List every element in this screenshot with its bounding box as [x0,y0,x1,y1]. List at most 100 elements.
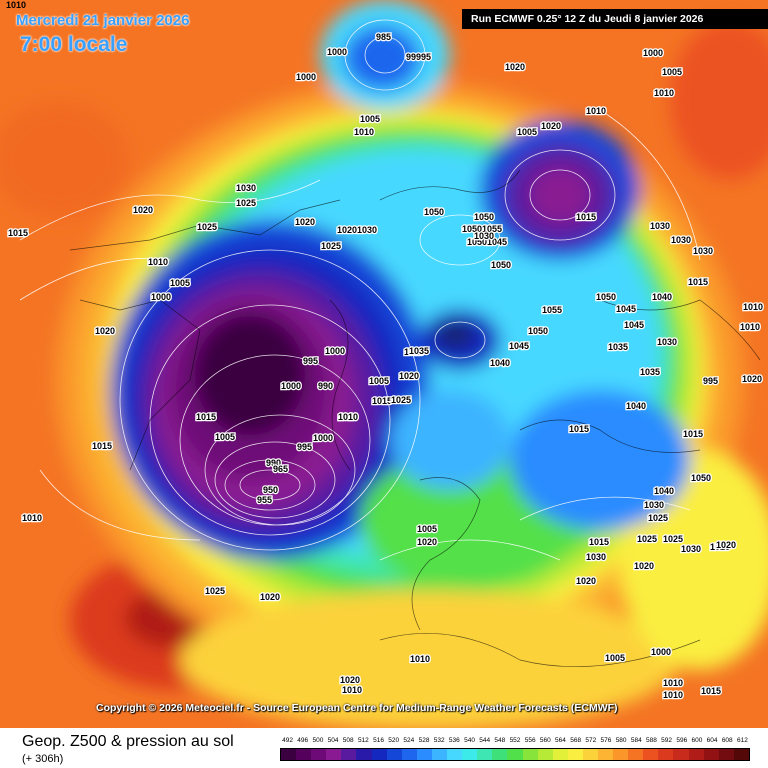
scale-swatch [492,749,508,760]
run-info: Run ECMWF 0.25° 12 Z du Jeudi 8 janvier … [462,9,768,29]
pressure-label: 1005 [170,278,190,288]
pressure-label: 1030 [693,246,713,256]
pressure-label: 1030 [657,337,677,347]
scale-tick-label: 496 [297,737,309,744]
pressure-label: 1030 [644,500,664,510]
isobars [19,19,701,561]
pressure-label: 1025 [197,222,217,232]
pressure-label: 1040 [490,358,510,368]
pressure-label: 1010 [22,513,42,523]
scale-tick-label: 548 [494,737,506,744]
pressure-label: 1020 [576,576,596,586]
pressure-label: 985 [376,32,391,42]
scale-tick-label: 596 [676,737,688,744]
pressure-label: 1005 [215,432,235,442]
pressure-label: 1015 [701,686,721,696]
pressure-label: 1045 [616,304,636,314]
pressure-label: 99995 [406,52,431,62]
scale-swatch [401,749,417,760]
pressure-label: 965 [273,464,288,474]
lead-time: (+ 306h) [22,753,64,765]
pressure-label: 1040 [652,292,672,302]
pressure-label: 1015 [683,429,703,439]
pressure-label: 1050 [474,212,494,222]
color-scale: 492 496 500 504 508 512 516 520 524 528 532 536 540 5… [280,737,750,766]
pressure-label: 1015 [688,277,708,287]
scale-ticks: 492 496 500 504 508 512 516 520 524 528 532 536 540 5… [280,737,750,748]
pressure-label: 1000 [296,72,316,82]
pressure-label: 1015 [8,228,28,238]
scale-tick-label: 568 [570,737,582,744]
pressure-label: 1020 [133,205,153,215]
scale-tick-label: 576 [600,737,612,744]
pressure-label: 995 [297,442,312,452]
pressure-label: 1025 [663,534,683,544]
scale-tick-label: 564 [555,737,566,744]
scale-tick-label: 612 [736,737,748,744]
scale-swatch [371,749,387,760]
scale-tick-label: 536 [448,737,460,744]
pressure-label: 1005 [517,127,537,137]
pressure-label: 1000 [325,346,345,356]
scale-tick-label: 560 [539,737,551,744]
scale-swatch [326,749,342,760]
corner-value: 1010 [6,0,27,10]
pressure-label: 955 [257,495,272,505]
scale-swatch [507,749,523,760]
scale-swatch [628,749,644,760]
pressure-label: 1000 [643,48,663,58]
scale-bar [280,748,750,761]
pressure-label: 1035 [608,342,628,352]
pressure-label: 1015 [576,212,596,222]
pressure-label: 10501055 [462,224,502,234]
pressure-label: 1045 [509,341,529,351]
pressure-label: 1010 [663,690,683,700]
scale-tick-label: 588 [646,737,657,744]
scale-swatch [447,749,463,760]
scale-tick-label: 516 [373,737,384,744]
pressure-label: 1010 [586,106,606,116]
pressure-label: 1010 [410,654,430,664]
pressure-label: 1020 [742,374,762,384]
scale-swatch [552,749,568,760]
footer: Geop. Z500 & pression au sol (+ 306h) 49… [0,728,768,768]
pressure-label: 1010 [663,678,683,688]
scale-tick-label: 528 [418,737,430,744]
pressure-label: 1030 [586,552,606,562]
pressure-label: 1055 [542,305,562,315]
scale-swatch [688,749,704,760]
pressure-label: 1010 [354,127,374,137]
pressure-label: 1045 [624,320,644,330]
pressure-label: 1050 [691,473,711,483]
pressure-label: 1010 [743,302,763,312]
pressure-label: 1025 [637,534,657,544]
scale-tick-label: 584 [630,737,642,744]
scale-swatch [582,749,598,760]
scale-swatch [356,749,372,760]
forecast-time: 7:00 locale [20,33,128,56]
scale-tick-label: 500 [312,737,324,744]
pressure-label: 1030 [650,221,670,231]
map-canvas: 1015 1000 985 99995 1000 1020 1000 1005 1010 1005… [0,0,768,728]
scale-tick-label: 524 [403,737,415,744]
pressure-label: 1020 [505,62,525,72]
pressure-label: 1020 [340,675,360,685]
pressure-label: 1025 [648,513,668,523]
scale-tick-label: 604 [706,737,718,744]
pressure-label: 1020 [295,217,315,227]
scale-tick-label: 572 [585,737,597,744]
scale-swatch [673,749,689,760]
scale-swatch [703,749,719,760]
scale-swatch [416,749,432,760]
pressure-label: 1005 [369,376,389,386]
scale-tick-label: 532 [433,737,445,744]
scale-swatch [386,749,402,760]
pressure-label: 1050 [528,326,548,336]
pressure-label: 990 [266,458,281,468]
pressure-label: 1025 [205,586,225,596]
scale-tick-label: 552 [509,737,521,744]
pressure-label: 1035 [640,367,660,377]
scale-tick-label: 580 [615,737,627,744]
pressure-label: 1010 [338,412,358,422]
scale-tick-label: 520 [388,737,400,744]
